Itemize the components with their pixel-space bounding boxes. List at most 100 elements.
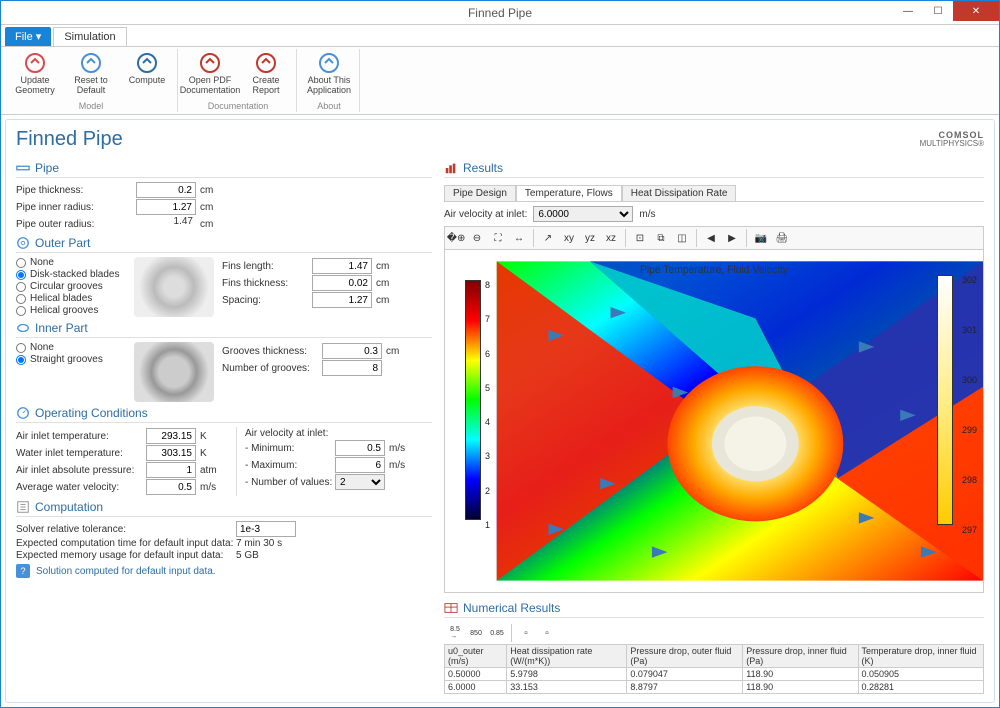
inner-part-option[interactable]: None [16,342,126,353]
results-icon [444,161,458,175]
air-temp-input[interactable] [146,428,196,444]
computation-header: Computation [16,500,432,517]
application-window: Finned Pipe — ☐ ✕ File ▾ Simulation Upda… [0,0,1000,708]
about-button[interactable]: About ThisApplication [305,49,353,101]
right-panel: Results Pipe DesignTemperature, FlowsHea… [444,157,984,694]
fins-thickness-input[interactable] [312,275,372,291]
reset-default-button[interactable]: Reset toDefault [67,49,115,101]
results-header: Results [444,161,984,178]
main-layout: Pipe Pipe thickness:cm Pipe inner radius… [16,157,984,694]
spacing-input[interactable] [312,292,372,308]
plot-tool-button[interactable]: 🖨 [773,229,791,247]
fins-length-input[interactable] [312,258,372,274]
export-button[interactable]: ▫ [517,624,535,642]
pipe-outer-radius-value: 1.47 [136,216,196,232]
update-geometry-button-icon [23,51,47,75]
tolerance-input[interactable] [236,521,296,537]
ring-icon [16,321,30,335]
max-vel-input[interactable] [335,457,385,473]
plot-tool-button[interactable]: yz [581,229,599,247]
window-controls: — ☐ ✕ [893,1,999,21]
copy-button[interactable]: ▫ [538,624,556,642]
plot-tool-button[interactable]: ⊡ [631,229,649,247]
outer-part-header: Outer Part [16,236,432,253]
num-grooves-input[interactable] [322,360,382,376]
format-button-2[interactable]: 850 [467,624,485,642]
inner-part-options: NoneStraight grooves [16,342,126,402]
right-colorbar [937,275,953,525]
table-icon [444,601,458,615]
plot-tool-button[interactable]: ◀ [702,229,720,247]
num-values-select[interactable]: 2 [335,474,385,490]
table-row[interactable]: 6.000033.1538.8797118.900.28281 [445,681,984,694]
outer-part-options: NoneDisk-stacked bladesCircular groovesH… [16,257,126,317]
close-button[interactable]: ✕ [953,1,999,21]
pipe-outer-radius-label: Pipe outer radius: [16,219,136,230]
grooves-thickness-input[interactable] [322,343,382,359]
outer-part-option[interactable]: Circular grooves [16,281,126,292]
outer-part-option[interactable]: Helical grooves [16,305,126,316]
results-tab[interactable]: Pipe Design [444,185,516,201]
update-geometry-button[interactable]: UpdateGeometry [11,49,59,101]
compute-button[interactable]: Compute [123,49,171,101]
pipe-icon [16,161,30,175]
op-cond-header: Operating Conditions [16,406,432,423]
open-pdf-button[interactable]: Open PDFDocumentation [186,49,234,101]
menubar: File ▾ Simulation [1,25,999,47]
format-button-1[interactable]: 8.5→ [446,624,464,642]
svg-text:Pipe Temperature, Fluid Veloci: Pipe Temperature, Fluid Velocity [640,263,789,276]
outer-part-image [134,257,214,317]
info-icon: ? [16,564,30,578]
reset-default-button-icon [79,51,103,75]
file-menu[interactable]: File ▾ [5,27,51,46]
min-vel-input[interactable] [335,440,385,456]
status-message: ? Solution computed for default input da… [16,564,432,578]
plot-tool-button[interactable]: ⊖ [468,229,486,247]
outer-part-option[interactable]: Helical blades [16,293,126,304]
plot-tool-button[interactable]: �⊕ [447,229,465,247]
water-temp-input[interactable] [146,445,196,461]
plot-tool-button[interactable]: xz [602,229,620,247]
plot-tool-button[interactable]: ⧉ [652,229,670,247]
table-row[interactable]: 0.500005.97980.079047118.900.050905 [445,668,984,681]
plot-tool-button[interactable]: xy [560,229,578,247]
create-report-button[interactable]: CreateReport [242,49,290,101]
app-title: Finned Pipe [16,128,123,151]
air-pressure-input[interactable] [146,462,196,478]
num-toolbar: 8.5→ 850 0.85 ▫ ▫ [444,622,984,644]
compute-button-icon [135,51,159,75]
compute-icon [16,500,30,514]
inner-part-option[interactable]: Straight grooves [16,354,126,365]
format-button-3[interactable]: 0.85 [488,624,506,642]
maximize-button[interactable]: ☐ [923,1,953,21]
gauge-icon [16,406,30,420]
left-panel: Pipe Pipe thickness:cm Pipe inner radius… [16,157,436,694]
left-colorbar [465,280,481,520]
window-title: Finned Pipe [468,6,532,20]
plot-area[interactable]: Pipe Temperature, Fluid Velocity 8765432… [444,250,984,593]
plot-tool-button[interactable]: ↗ [539,229,557,247]
simulation-tab[interactable]: Simulation [53,27,126,46]
create-report-button-icon [254,51,278,75]
plot-tool-button[interactable]: ▶ [723,229,741,247]
results-tab[interactable]: Heat Dissipation Rate [622,185,737,201]
outer-part-option[interactable]: None [16,257,126,268]
water-vel-input[interactable] [146,479,196,495]
pipe-inner-radius-label: Pipe inner radius: [16,202,136,213]
pipe-inner-radius-input[interactable] [136,199,196,215]
pipe-thickness-input[interactable] [136,182,196,198]
plot-tool-button[interactable]: ◫ [673,229,691,247]
numerical-results-table: u0_outer (m/s)Heat dissipation rate (W/(… [444,644,984,694]
num-results-header: Numerical Results [444,601,984,618]
ribbon: UpdateGeometryReset toDefaultComputeMode… [1,47,999,115]
outer-part-option[interactable]: Disk-stacked blades [16,269,126,280]
air-velocity-select[interactable]: 6.0000 [533,206,633,222]
plot-tool-button[interactable]: ↔ [510,229,528,247]
minimize-button[interactable]: — [893,1,923,21]
disk-icon [16,236,30,250]
plot-toolbar: �⊕⊖⛶↔ ↗xyyzxz ⊡⧉◫ ◀▶ 📷🖨 [444,226,984,250]
plot-tool-button[interactable]: ⛶ [489,229,507,247]
results-tab[interactable]: Temperature, Flows [516,185,622,201]
content-area: Finned Pipe COMSOL MULTIPHYSICS® Pipe Pi… [5,119,995,703]
plot-tool-button[interactable]: 📷 [752,229,770,247]
